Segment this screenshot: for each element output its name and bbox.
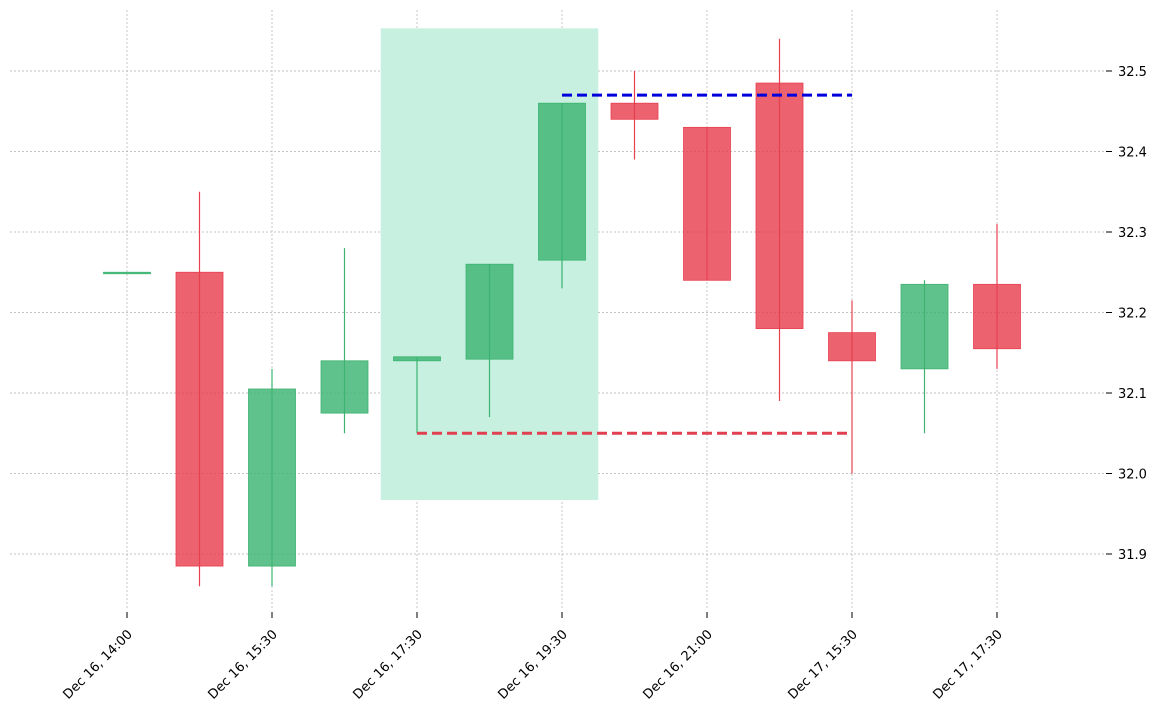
candle-body bbox=[610, 102, 659, 120]
candle-body bbox=[248, 388, 296, 567]
candle-body bbox=[393, 356, 441, 362]
candles-layer bbox=[103, 38, 1021, 587]
candle-body bbox=[538, 102, 586, 261]
candle-body bbox=[320, 360, 369, 414]
level-lines-layer bbox=[417, 93, 852, 435]
x-tick-label: Dec 17, 15:30 bbox=[785, 627, 860, 702]
candle-body bbox=[900, 283, 949, 370]
x-tick-label: Dec 16, 14:00 bbox=[60, 627, 135, 702]
candle-body bbox=[103, 271, 151, 275]
candle-body bbox=[755, 82, 804, 329]
candle-body bbox=[465, 263, 514, 360]
y-axis: 31.9 32.0 32.1 32.2 32.3 32.4 32.5 bbox=[1106, 65, 1147, 563]
x-axis: Dec 16, 14:00 Dec 16, 15:30 Dec 16, 17:30 D… bbox=[60, 612, 1006, 703]
candle-body bbox=[175, 271, 224, 567]
y-tick-label: 32.3 bbox=[1118, 226, 1147, 241]
x-tick-label: Dec 17, 17:30 bbox=[930, 627, 1005, 702]
y-tick-label: 32.2 bbox=[1118, 307, 1147, 322]
x-tick-label: Dec 16, 19:30 bbox=[495, 627, 570, 702]
candle-body bbox=[828, 332, 876, 362]
y-tick-label: 32.5 bbox=[1118, 65, 1147, 80]
y-tick-label: 31.9 bbox=[1118, 548, 1147, 563]
y-tick-label: 32.0 bbox=[1118, 468, 1147, 483]
x-tick-label: Dec 16, 17:30 bbox=[350, 627, 425, 702]
y-tick-label: 32.1 bbox=[1118, 387, 1147, 402]
candle-body bbox=[683, 126, 731, 281]
candle-body bbox=[973, 283, 1021, 350]
x-tick-label: Dec 16, 21:00 bbox=[640, 627, 715, 702]
x-tick-label: Dec 16, 15:30 bbox=[205, 627, 280, 702]
y-tick-label: 32.4 bbox=[1118, 146, 1147, 161]
